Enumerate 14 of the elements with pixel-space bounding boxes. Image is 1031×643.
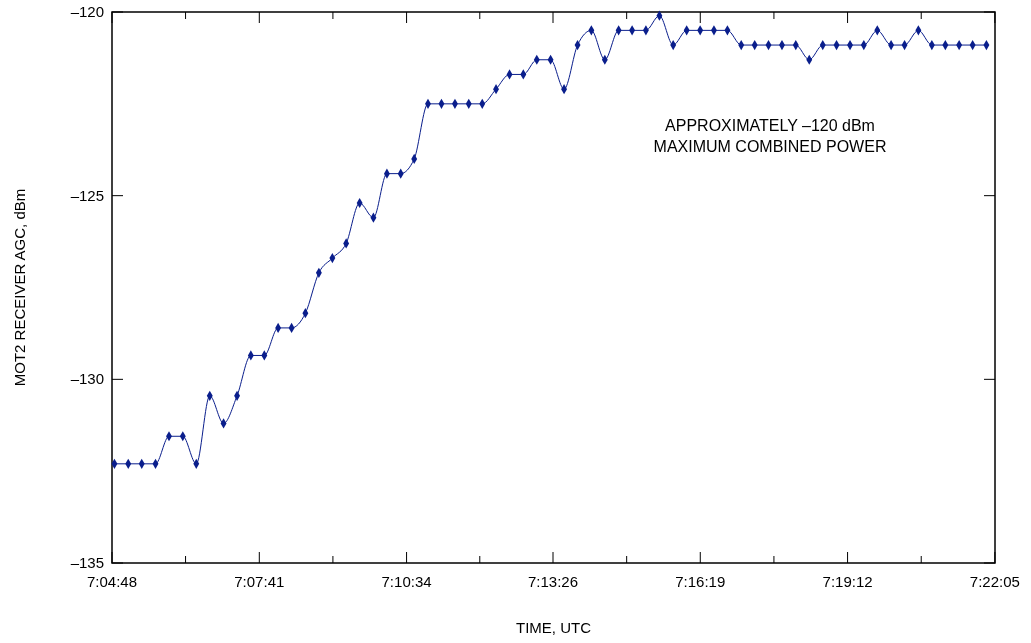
x-axis-title: TIME, UTC — [516, 619, 592, 636]
x-tick-label: 7:07:41 — [234, 573, 285, 590]
x-tick-label: 7:22:05 — [969, 573, 1020, 590]
x-tick-label: 7:16:19 — [675, 573, 726, 590]
y-tick-label: –130 — [70, 370, 104, 388]
annotation: APPROXIMATELY –120 dBm MAXIMUM COMBINED POWER — [653, 117, 887, 155]
x-tick-label: 7:10:34 — [381, 573, 432, 590]
y-tick-label: –120 — [70, 3, 104, 20]
x-tick-label: 7:19:12 — [822, 573, 873, 590]
y-tick-label: –135 — [70, 554, 104, 571]
y-axis-title: MOT2 RECEIVER AGC, dBm — [11, 188, 28, 387]
x-tick-label: 7:13:26 — [527, 573, 579, 590]
x-tick-label: 7:04:48 — [86, 573, 138, 590]
y-tick-label: –125 — [70, 186, 104, 204]
